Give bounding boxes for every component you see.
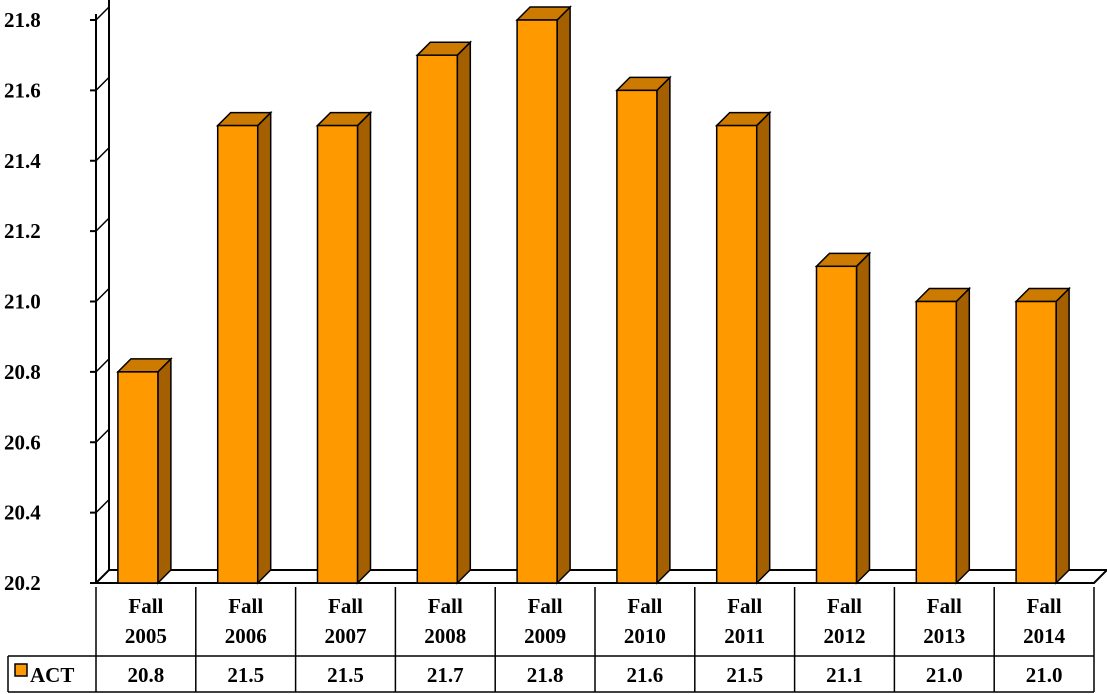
- data-table-value: 21.0: [926, 663, 963, 687]
- bar-side: [456, 40, 472, 585]
- y-tick-label: 20.2: [4, 571, 41, 595]
- bar-fall-2011: [714, 110, 772, 585]
- y-tick-label: 21.0: [4, 290, 41, 314]
- bar-front: [117, 371, 159, 584]
- bar-side: [855, 251, 871, 585]
- legend-label: ACT: [30, 663, 74, 687]
- data-table-value: 20.8: [128, 663, 165, 687]
- bar-fall-2013: [914, 286, 972, 585]
- bar-fall-2007: [315, 110, 373, 585]
- data-table-value: 21.5: [227, 663, 264, 687]
- x-category-label: Fall 2012: [824, 594, 866, 648]
- bar-side: [556, 5, 571, 585]
- bar-front: [715, 124, 758, 584]
- y-tick-label: 20.4: [4, 501, 41, 525]
- data-table-value: 21.7: [427, 663, 464, 687]
- bar-side: [1055, 286, 1070, 585]
- x-category-label: Fall 2014: [1023, 594, 1066, 648]
- bar-front: [1015, 300, 1057, 584]
- bar-front: [216, 124, 259, 584]
- bar-front: [316, 124, 359, 584]
- y-tick-depth: [95, 358, 110, 373]
- x-category-label: Fall 2009: [524, 594, 566, 648]
- data-table-value: 21.5: [726, 663, 763, 687]
- bar-front: [616, 89, 658, 584]
- bar-front: [815, 265, 858, 584]
- data-table-value: 21.5: [327, 663, 364, 687]
- y-tick-label: 21.6: [4, 78, 41, 102]
- bar-fall-2008: [415, 40, 473, 585]
- y-tick-label: 20.6: [4, 430, 41, 454]
- y-tick-label: 21.8: [4, 8, 41, 32]
- bar-side: [755, 110, 771, 585]
- bar-front: [915, 300, 958, 584]
- bar-fall-2006: [215, 110, 273, 585]
- bar-fall-2014: [1014, 286, 1071, 585]
- x-category-label: Fall 2013: [923, 594, 965, 648]
- data-table-value: 21.8: [527, 663, 564, 687]
- y-tick-depth: [95, 147, 110, 162]
- bar-side: [256, 110, 272, 585]
- bar-side: [356, 110, 372, 585]
- y-tick-depth: [95, 569, 110, 584]
- bar-front: [516, 19, 558, 584]
- y-tick-label: 21.4: [4, 149, 41, 173]
- x-category-label: Fall 2008: [424, 594, 466, 648]
- y-tick-depth: [95, 428, 110, 443]
- data-table-value: 21.1: [826, 663, 863, 687]
- y-tick-label: 21.2: [4, 219, 41, 243]
- bar-fall-2005: [116, 357, 173, 585]
- bar-side: [656, 75, 671, 585]
- x-category-label: Fall 2005: [125, 594, 167, 648]
- x-category-label: Fall 2010: [624, 594, 666, 648]
- x-category-label: Fall 2007: [325, 594, 367, 648]
- y-tick-depth: [95, 6, 110, 21]
- bar-side: [955, 286, 971, 585]
- y-tick-label: 20.8: [4, 360, 41, 384]
- y-tick-depth: [95, 217, 110, 232]
- bar-side: [157, 357, 172, 585]
- y-tick-depth: [95, 287, 110, 303]
- legend-swatch: [14, 663, 28, 677]
- bar-front: [416, 54, 459, 584]
- y-tick-depth: [95, 76, 110, 91]
- y-tick-depth: [95, 499, 110, 514]
- data-table-value: 21.6: [627, 663, 664, 687]
- data-table-value: 21.0: [1026, 663, 1063, 687]
- bar-fall-2010: [615, 75, 672, 585]
- x-category-label: Fall 2011: [724, 594, 765, 648]
- bar-fall-2009: [515, 5, 572, 585]
- x-category-label: Fall 2006: [225, 594, 267, 648]
- bar-fall-2012: [814, 251, 872, 585]
